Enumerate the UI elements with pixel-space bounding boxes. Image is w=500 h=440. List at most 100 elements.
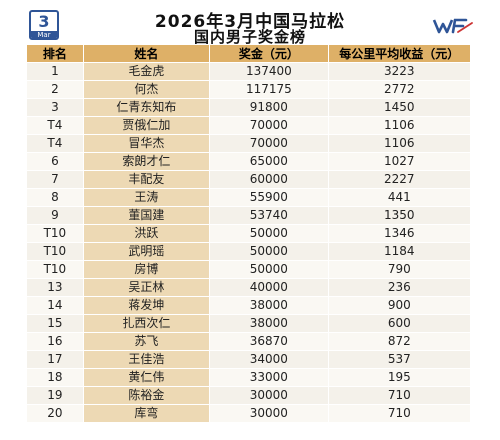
per-km-cell: 3223 [328,63,470,80]
rank-cell: T10 [27,225,83,242]
per-km-cell: 710 [328,387,470,404]
table-row: T4 贾俄仁加 70000 1106 [27,117,470,134]
per-km-cell: 790 [328,261,470,278]
calendar-month: Mar [31,31,57,38]
table-row: 9 董国建 53740 1350 [27,207,470,224]
name-cell: 陈裕金 [83,387,210,404]
name-cell: 苏飞 [83,333,210,350]
prize-cell: 55900 [210,189,328,206]
rank-cell: T10 [27,261,83,278]
table-row: T4 冒华杰 70000 1106 [27,135,470,152]
name-cell: 何杰 [83,81,210,98]
per-km-cell: 872 [328,333,470,350]
per-km-cell: 2227 [328,171,470,188]
table-row: 13 吴正林 40000 236 [27,279,470,296]
prize-cell: 137400 [210,63,328,80]
rank-cell: 1 [27,63,83,80]
prize-cell: 36870 [210,333,328,350]
name-cell: 蒋发坤 [83,297,210,314]
per-km-cell: 1346 [328,225,470,242]
table-row: 6 索朗才仁 65000 1027 [27,153,470,170]
name-cell: 贾俄仁加 [83,117,210,134]
table-header-row: 排名 姓名 奖金（元） 每公里平均收益（元） [27,45,470,62]
name-cell: 董国建 [83,207,210,224]
page-title: 2026年3月中国马拉松 [154,12,346,32]
per-km-cell: 1350 [328,207,470,224]
table-row: 7 丰配友 60000 2227 [27,171,470,188]
name-cell: 冒华杰 [83,135,210,152]
rank-cell: 20 [27,405,83,422]
prize-cell: 117175 [210,81,328,98]
prize-cell: 50000 [210,243,328,260]
prize-cell: 53740 [210,207,328,224]
table-row: 3 仁青东知布 91800 1450 [27,99,470,116]
prize-cell: 30000 [210,387,328,404]
page-subtitle: 国内男子奖金榜 [193,28,306,46]
rank-cell: 3 [27,99,83,116]
per-km-cell: 900 [328,297,470,314]
prize-cell: 33000 [210,369,328,386]
table-row: 16 苏飞 36870 872 [27,333,470,350]
rank-cell: 2 [27,81,83,98]
table-body: 1 毛金虎 137400 3223 2 何杰 117175 2772 3 仁青东知布 91800 14… [27,63,470,422]
wf-logo [432,18,473,34]
prize-table: 排名 姓名 奖金（元） 每公里平均收益（元） 1 毛金虎 137400 3223 2 何杰… [26,44,471,423]
prize-cell: 70000 [210,135,328,152]
table-row: 19 陈裕金 30000 710 [27,387,470,404]
per-km-cell: 195 [328,369,470,386]
prize-cell: 91800 [210,99,328,116]
table-row: 14 蒋发坤 38000 900 [27,297,470,314]
name-cell: 丰配友 [83,171,210,188]
per-km-cell: 1184 [328,243,470,260]
header-name: 姓名 [83,45,210,62]
name-cell: 黄仁伟 [83,369,210,386]
rank-cell: 7 [27,171,83,188]
rank-cell: T4 [27,135,83,152]
name-cell: 洪跃 [83,225,210,242]
per-km-cell: 537 [328,351,470,368]
rank-cell: 8 [27,189,83,206]
rank-cell: 17 [27,351,83,368]
prize-cell: 60000 [210,171,328,188]
rank-cell: 9 [27,207,83,224]
name-cell: 扎西次仁 [83,315,210,332]
prize-cell: 50000 [210,225,328,242]
table-row: 17 王佳浩 34000 537 [27,351,470,368]
table-row: 2 何杰 117175 2772 [27,81,470,98]
rank-cell: 16 [27,333,83,350]
calendar-day: 3 [38,12,50,31]
per-km-cell: 1106 [328,135,470,152]
name-cell: 王佳浩 [83,351,210,368]
table-row: T10 武明瑶 50000 1184 [27,243,470,260]
name-cell: 武明瑶 [83,243,210,260]
per-km-cell: 600 [328,315,470,332]
rank-cell: 6 [27,153,83,170]
calendar-icon: 3 Mar [29,10,59,40]
table-row: T10 房博 50000 790 [27,261,470,278]
header-prize: 奖金（元） [210,45,328,62]
name-cell: 索朗才仁 [83,153,210,170]
per-km-cell: 2772 [328,81,470,98]
rank-cell: 19 [27,387,83,404]
table-row: T10 洪跃 50000 1346 [27,225,470,242]
prize-cell: 30000 [210,405,328,422]
name-cell: 库弯 [83,405,210,422]
name-cell: 仁青东知布 [83,99,210,116]
prize-cell: 38000 [210,297,328,314]
prize-cell: 65000 [210,153,328,170]
name-cell: 吴正林 [83,279,210,296]
per-km-cell: 441 [328,189,470,206]
rank-cell: 14 [27,297,83,314]
rank-cell: 13 [27,279,83,296]
table-row: 8 王涛 55900 441 [27,189,470,206]
table-row: 18 黄仁伟 33000 195 [27,369,470,386]
rank-cell: 18 [27,369,83,386]
rank-cell: T10 [27,243,83,260]
prize-cell: 34000 [210,351,328,368]
header-per-km: 每公里平均收益（元） [328,45,470,62]
prize-cell: 50000 [210,261,328,278]
name-cell: 王涛 [83,189,210,206]
rank-cell: 15 [27,315,83,332]
per-km-cell: 1027 [328,153,470,170]
table-row: 1 毛金虎 137400 3223 [27,63,470,80]
